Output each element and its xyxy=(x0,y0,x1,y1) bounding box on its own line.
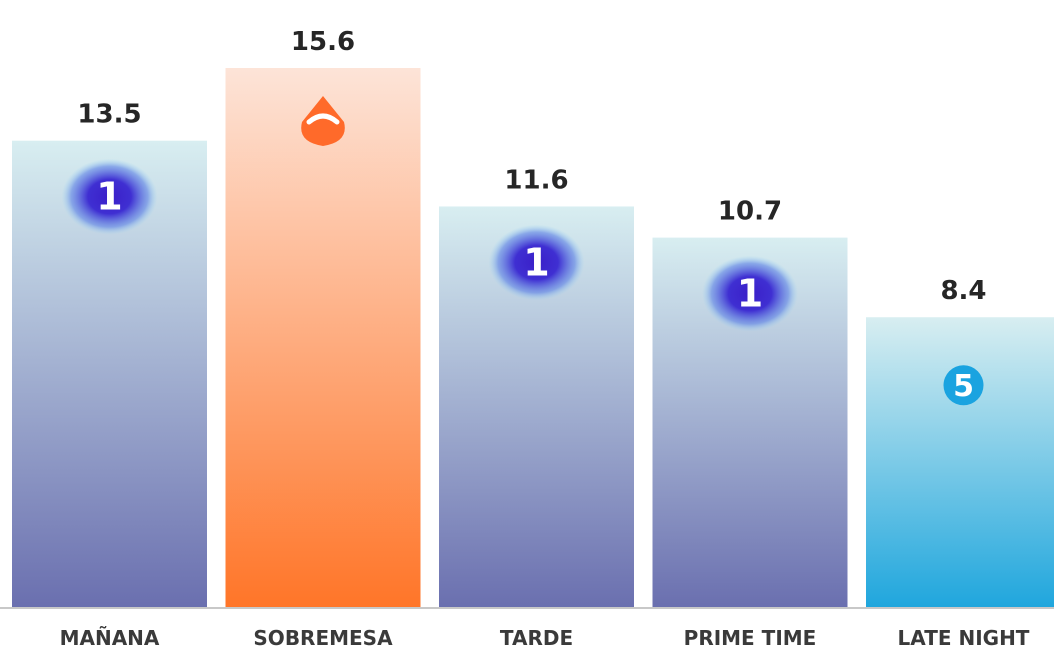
bars-group: 13.5 15.6 11.6 10.7 8.4 xyxy=(12,27,1054,608)
category-label: LATE NIGHT xyxy=(898,626,1030,649)
svg-text:1: 1 xyxy=(737,272,763,316)
svg-text:5: 5 xyxy=(953,369,974,404)
category-label: SOBREMESA xyxy=(253,626,393,649)
value-label: 13.5 xyxy=(77,100,141,130)
svg-text:1: 1 xyxy=(96,175,122,219)
la1-logo-icon: 1 xyxy=(61,158,158,235)
bar-late-night xyxy=(866,317,1054,608)
value-label: 8.4 xyxy=(940,276,986,306)
la1-logo-icon: 1 xyxy=(702,255,798,332)
category-labels: MAÑANA SOBREMESA TARDE PRIME TIME LATE NIGHT xyxy=(60,626,1030,649)
bar-sobremesa xyxy=(225,68,421,608)
category-label: MAÑANA xyxy=(60,626,160,649)
category-label: TARDE xyxy=(500,626,573,649)
la1-logo-icon: 1 xyxy=(488,224,585,301)
value-label: 15.6 xyxy=(291,27,355,57)
value-label: 10.7 xyxy=(718,197,782,227)
svg-text:1: 1 xyxy=(523,240,549,284)
value-label: 11.6 xyxy=(504,165,568,195)
antena3-logo-icon xyxy=(301,96,345,146)
telecinco-logo-icon: 5 xyxy=(943,365,984,406)
category-label: PRIME TIME xyxy=(684,626,817,649)
